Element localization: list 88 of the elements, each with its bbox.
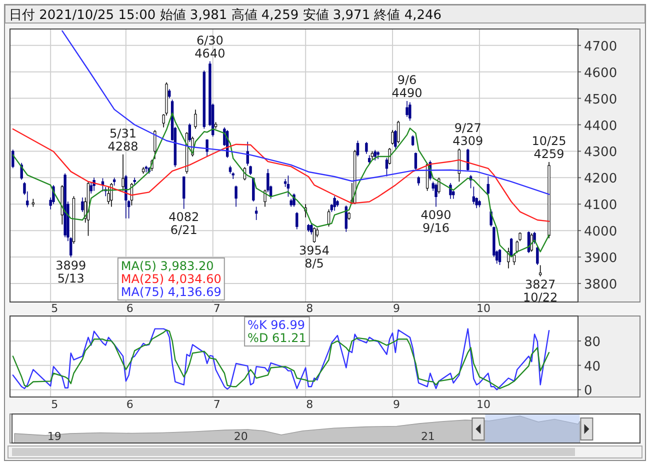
- text: %D 61.21: [248, 331, 306, 345]
- y-tick-label: 80: [584, 334, 601, 350]
- annotation: 9/6 4490: [392, 72, 422, 100]
- y-tick-label: 4600: [584, 66, 618, 81]
- x-tick-label: 21: [420, 430, 435, 443]
- y-tick-label: 4300: [584, 145, 618, 160]
- x-tick-label: 20: [234, 430, 248, 443]
- candlestick: [194, 109, 197, 130]
- chart-title: 日付 2021/10/25 15:00 始値 3,981 高値 4,259 安値 3,971 終値 4,246: [9, 7, 442, 23]
- annotation: 3827 10/22: [523, 277, 558, 304]
- annotation: 5/31 4288: [108, 126, 138, 154]
- candlestick: [498, 248, 502, 266]
- candlestick: [434, 183, 438, 208]
- x-tick-label: 10: [476, 302, 490, 315]
- candlestick: [486, 176, 490, 196]
- x-tick-label: 7: [213, 302, 220, 315]
- candlestick: [536, 246, 539, 266]
- y-tick-label: 3900: [584, 251, 618, 266]
- candlestick: [408, 102, 412, 122]
- text: MA(25) 4,034.60: [120, 272, 222, 286]
- candlestick: [365, 142, 368, 154]
- annotation: 6/30 4640: [194, 33, 226, 60]
- x-tick-label: 19: [47, 430, 62, 443]
- annotation: 10/25 4259: [532, 134, 566, 162]
- candlestick: [264, 189, 266, 208]
- candlestick: [234, 185, 238, 208]
- y-tick-label: 4500: [584, 92, 618, 108]
- x-tick-label: 6: [126, 398, 134, 411]
- candlestick: [411, 134, 414, 146]
- annotation: 3899 5/13: [56, 258, 86, 286]
- candlestick: [254, 206, 258, 220]
- text: MA(5) 3,983.20: [120, 259, 214, 273]
- x-tick-label: 7: [213, 398, 220, 411]
- x-tick-label: 8: [306, 398, 314, 411]
- x-tick-label: 8: [306, 302, 314, 315]
- x-tick-label: 9: [393, 398, 400, 411]
- candlestick: [316, 228, 319, 238]
- x-tick-label: 5: [51, 398, 58, 411]
- annotation: 4090 9/16: [420, 208, 452, 235]
- candlestick: [394, 130, 397, 149]
- candlestick: [310, 224, 313, 235]
- candlestick: [538, 264, 542, 277]
- candlestick: [391, 130, 394, 145]
- candlestick: [122, 154, 124, 192]
- candlestick: [124, 174, 128, 219]
- candlestick: [417, 176, 420, 186]
- candlestick: [107, 186, 110, 205]
- candlestick: [385, 157, 388, 177]
- y-tick-label: 0: [584, 384, 592, 399]
- annotation: 9/27 4309: [452, 120, 484, 148]
- x-tick-label: 9: [393, 302, 400, 315]
- candlestick: [182, 176, 186, 210]
- annotation: 3954 8/5: [299, 244, 330, 271]
- candlestick: [20, 162, 23, 180]
- candlestick: [374, 149, 376, 161]
- candlestick: [507, 247, 510, 269]
- y-tick-label: 4700: [584, 39, 618, 54]
- candlestick: [449, 182, 452, 200]
- candlestick: [81, 197, 84, 212]
- y-tick-label: 3800: [584, 277, 618, 292]
- candlestick: [510, 238, 513, 258]
- candlestick: [396, 120, 400, 144]
- candlestick: [356, 140, 360, 157]
- x-tick-label: 5: [51, 302, 58, 315]
- text: MA(75) 4,136.69: [120, 285, 222, 299]
- y-tick-label: 4400: [584, 118, 618, 134]
- y-tick-label: 4100: [584, 198, 618, 214]
- candlestick: [296, 212, 298, 230]
- candlestick: [438, 177, 440, 194]
- x-tick-label: 10: [476, 398, 490, 411]
- y-tick-label: 4200: [584, 172, 618, 187]
- candlestick: [406, 100, 408, 118]
- candlestick: [188, 123, 192, 142]
- candlestick: [312, 227, 316, 244]
- candlestick: [206, 138, 208, 157]
- candlestick: [168, 88, 171, 99]
- y-tick-label: 4000: [584, 224, 618, 240]
- annotation: 4082 6/21: [168, 210, 200, 237]
- text: %K 96.99: [248, 318, 306, 332]
- candlestick: [516, 240, 518, 254]
- x-tick-label: 6: [126, 302, 134, 315]
- y-tick-label: 40: [584, 359, 601, 374]
- candlestick: [154, 130, 156, 160]
- candlestick: [333, 196, 336, 212]
- candlestick: [414, 152, 418, 170]
- candlestick: [286, 175, 290, 198]
- candlestick: [472, 186, 476, 205]
- candlestick: [12, 149, 14, 169]
